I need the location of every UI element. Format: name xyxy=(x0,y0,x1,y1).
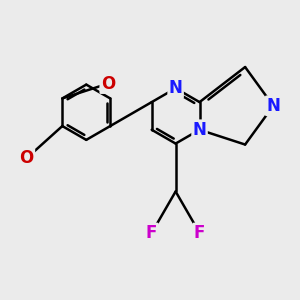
Text: O: O xyxy=(20,149,34,167)
Text: N: N xyxy=(193,121,206,139)
Text: N: N xyxy=(266,97,280,115)
Text: F: F xyxy=(146,224,158,242)
Text: O: O xyxy=(101,75,115,93)
Text: N: N xyxy=(169,79,183,97)
Text: F: F xyxy=(194,224,205,242)
